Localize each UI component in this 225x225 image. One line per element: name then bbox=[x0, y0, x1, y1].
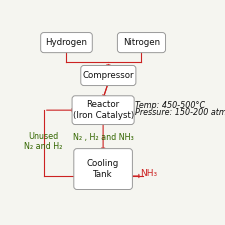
FancyBboxPatch shape bbox=[117, 33, 166, 53]
Text: Cooling
Tank: Cooling Tank bbox=[87, 159, 119, 179]
Text: Hydrogen: Hydrogen bbox=[45, 38, 88, 47]
Text: Pressure: 150-200 atm: Pressure: 150-200 atm bbox=[135, 108, 225, 117]
Text: Reactor
(Iron Catalyst): Reactor (Iron Catalyst) bbox=[72, 100, 134, 120]
Text: Temp: 450-500°C: Temp: 450-500°C bbox=[135, 101, 205, 110]
Text: Nitrogen: Nitrogen bbox=[123, 38, 160, 47]
FancyBboxPatch shape bbox=[74, 149, 132, 189]
Text: Compressor: Compressor bbox=[83, 71, 134, 80]
Text: N₂ , H₂ and NH₃: N₂ , H₂ and NH₃ bbox=[73, 133, 133, 142]
Text: NH₃: NH₃ bbox=[141, 169, 158, 178]
FancyBboxPatch shape bbox=[81, 65, 136, 86]
FancyBboxPatch shape bbox=[72, 96, 134, 125]
FancyBboxPatch shape bbox=[41, 33, 92, 53]
Text: Unused
N₂ and H₂: Unused N₂ and H₂ bbox=[24, 132, 62, 151]
